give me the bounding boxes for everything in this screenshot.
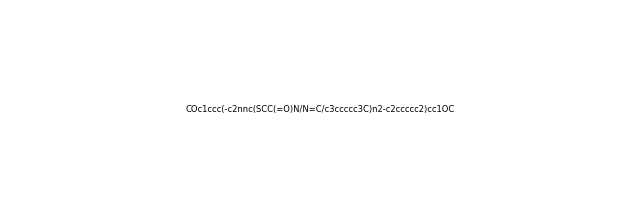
Text: COc1ccc(-c2nnc(SCC(=O)N/N=C/c3ccccc3C)n2-c2ccccc2)cc1OC: COc1ccc(-c2nnc(SCC(=O)N/N=C/c3ccccc3C)n2…	[186, 105, 454, 114]
